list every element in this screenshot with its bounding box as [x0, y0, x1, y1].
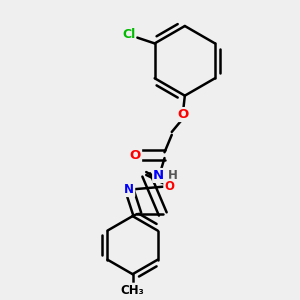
Text: CH₃: CH₃ — [121, 284, 145, 297]
Text: O: O — [130, 149, 141, 162]
Text: O: O — [164, 180, 174, 193]
Text: O: O — [178, 108, 189, 121]
Text: N: N — [153, 169, 164, 182]
Text: H: H — [168, 169, 178, 182]
Text: Cl: Cl — [122, 28, 135, 41]
Text: N: N — [124, 183, 134, 196]
